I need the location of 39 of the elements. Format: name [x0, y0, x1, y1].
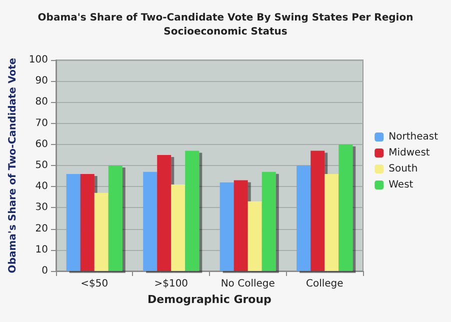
y-tick-label: 90	[35, 76, 48, 87]
bar	[220, 182, 234, 271]
bar	[262, 172, 276, 271]
chart-subtitle: Socioeconomic Status	[164, 26, 288, 38]
y-tick-label: 40	[35, 181, 48, 192]
legend-label: Northeast	[388, 132, 438, 142]
y-tick-label: 70	[35, 118, 48, 129]
y-tick-label: 80	[35, 96, 48, 108]
y-tick-label: 60	[35, 138, 48, 150]
chart-title: Obama's Share of Two-Candidate Vote By Swing States Per Region	[38, 12, 414, 24]
y-tick-label: 50	[35, 160, 48, 171]
bar	[296, 166, 311, 271]
bar	[66, 174, 80, 271]
bar	[143, 172, 158, 271]
x-axis-title: Demographic Group	[148, 292, 272, 306]
bar	[108, 166, 122, 271]
bar	[157, 154, 172, 271]
x-tick-label: >$100	[154, 278, 188, 290]
x-tick-label: <$50	[80, 278, 108, 290]
y-tick-label: 30	[35, 202, 48, 214]
bar	[185, 150, 200, 271]
y-tick-label: 100	[28, 54, 48, 66]
y-tick-label: 10	[35, 244, 48, 256]
bar	[248, 201, 262, 271]
x-tick-label: College	[306, 278, 344, 290]
y-tick-label: 0	[42, 266, 48, 276]
bar	[324, 174, 339, 271]
legend-label: Midwest	[388, 148, 430, 158]
bar	[80, 174, 94, 271]
bar	[234, 180, 248, 271]
legend-label: West	[388, 180, 414, 190]
bar	[338, 144, 353, 271]
x-tick-label: No College	[220, 278, 275, 290]
y-axis-title: Obama's Share of Two-Candidate Vote	[8, 58, 18, 274]
bar	[171, 184, 186, 271]
bar	[94, 192, 108, 271]
y-tick-label: 20	[35, 223, 48, 234]
bar	[310, 150, 325, 271]
legend-label: South	[388, 164, 418, 174]
